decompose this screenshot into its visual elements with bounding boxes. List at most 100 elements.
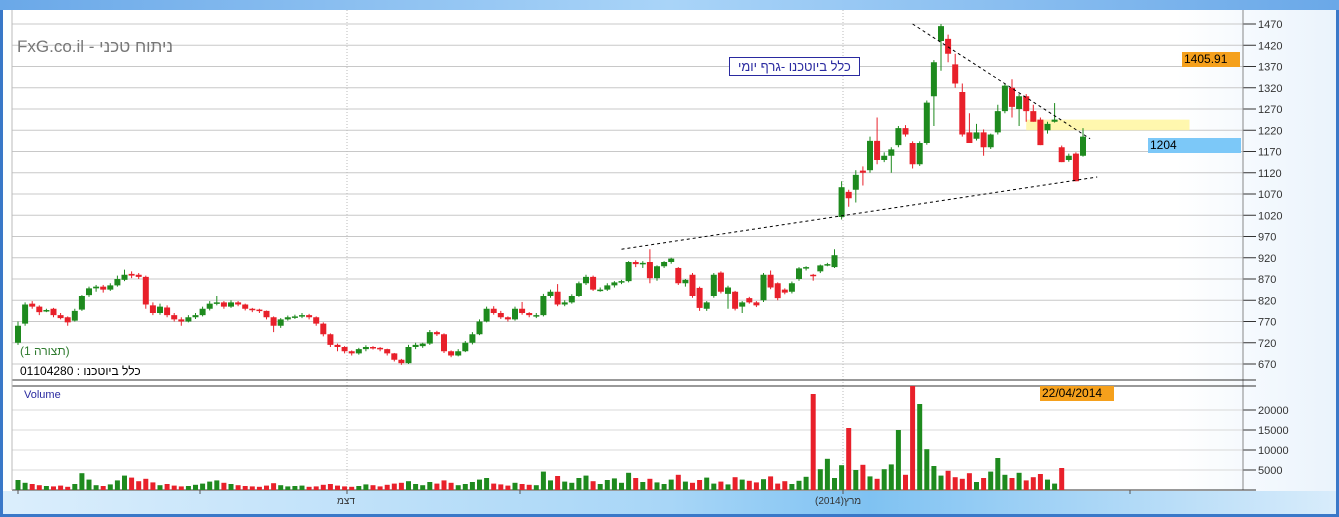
volume-bar (881, 469, 887, 490)
volume-bar (505, 485, 511, 490)
volume-bar (846, 428, 852, 490)
candle-down (519, 308, 526, 313)
candle-down (980, 132, 987, 148)
candle-down (448, 351, 455, 356)
volume-bar (583, 475, 589, 490)
candle-up (604, 285, 611, 290)
candle-up (86, 288, 92, 296)
x-label-dec: דצמ (337, 496, 355, 507)
volume-bar (860, 464, 866, 490)
candle-up (618, 281, 625, 283)
volume-bar (597, 484, 603, 490)
candle-down (334, 344, 341, 347)
volume-bar (668, 479, 674, 490)
candle-up (185, 317, 192, 322)
candle-up (228, 302, 234, 307)
candle-down (348, 351, 355, 354)
candle-up (476, 321, 483, 335)
candle-down (1030, 111, 1037, 122)
volume-bar (931, 466, 937, 490)
candle-up (547, 291, 554, 296)
candle-up (192, 315, 199, 318)
candle-down (306, 315, 313, 318)
candle-down (249, 308, 256, 311)
volume-bar (775, 483, 781, 490)
candle-down (966, 132, 973, 143)
candle-down (767, 274, 774, 288)
candle-up (838, 187, 845, 217)
price-tick-label: 1420 (1258, 40, 1282, 52)
volume-bar (72, 484, 78, 490)
trendline (912, 23, 1091, 140)
candle-down (845, 191, 852, 199)
price-tick-label: 1220 (1258, 125, 1282, 137)
volume-bar (661, 484, 667, 490)
volume-bar (484, 478, 490, 490)
candle-up (362, 347, 369, 350)
candle-up (1080, 136, 1086, 156)
candle-down (171, 315, 178, 320)
volume-bar (895, 430, 901, 490)
candle-down (526, 313, 533, 316)
volume-bar (924, 449, 930, 490)
volume-bar (58, 485, 64, 490)
candle-down (313, 317, 320, 324)
candle-down (902, 128, 909, 135)
volume-bar (193, 484, 198, 490)
price-tick-label: 820 (1258, 295, 1276, 307)
candle-down (1023, 96, 1030, 112)
candle-up (1065, 155, 1072, 160)
candle-down (497, 313, 504, 318)
candle-down (149, 305, 156, 313)
volume-bar (136, 481, 142, 490)
trendline (621, 176, 1098, 250)
volume-bar (611, 478, 617, 490)
volume-bar (533, 485, 539, 490)
volume-bar (65, 486, 71, 490)
volume-bar (100, 486, 106, 490)
volume-bar (292, 486, 298, 490)
volume-bar (1037, 474, 1043, 490)
candle-down (504, 317, 511, 320)
candle-up (1051, 119, 1058, 122)
volume-bar (356, 486, 362, 490)
volume-bar (1002, 474, 1008, 490)
chart-title: FxG.co.il - ניתוח טכני (17, 37, 173, 56)
volume-bar (86, 479, 92, 490)
volume-bar (114, 480, 120, 490)
candle-up (277, 319, 284, 326)
candle-up (639, 262, 646, 265)
volume-bar (903, 474, 908, 490)
candle-down (270, 317, 277, 326)
volume-bar (264, 485, 269, 490)
volume-bar (682, 481, 688, 490)
volume-bar (455, 485, 461, 490)
volume-bar (888, 464, 894, 490)
volume-bar (626, 472, 632, 490)
volume-bar (398, 482, 404, 490)
candle-down (717, 272, 724, 292)
candle-up (725, 287, 731, 294)
candle-up (973, 132, 980, 139)
candle-down (959, 92, 966, 135)
candle-down (874, 140, 881, 160)
candle-up (803, 267, 810, 269)
volume-bar (690, 482, 695, 490)
volume-bar (448, 482, 454, 490)
price-tick-label: 770 (1258, 317, 1276, 329)
volume-bar (540, 471, 546, 490)
volume-bar (249, 486, 255, 490)
candle-down (377, 347, 384, 350)
volume-bar (22, 482, 28, 490)
volume-bar (839, 465, 845, 490)
volume-bar (43, 486, 49, 490)
candle-up (419, 343, 426, 347)
candle-up (682, 279, 689, 284)
candle-up (625, 262, 632, 282)
candle-down (554, 291, 561, 305)
volume-bar (214, 480, 220, 490)
volume-tick-label: 10000 (1258, 445, 1289, 457)
candle-up (930, 62, 937, 97)
candle-down (732, 291, 739, 309)
candle-up (987, 134, 994, 148)
